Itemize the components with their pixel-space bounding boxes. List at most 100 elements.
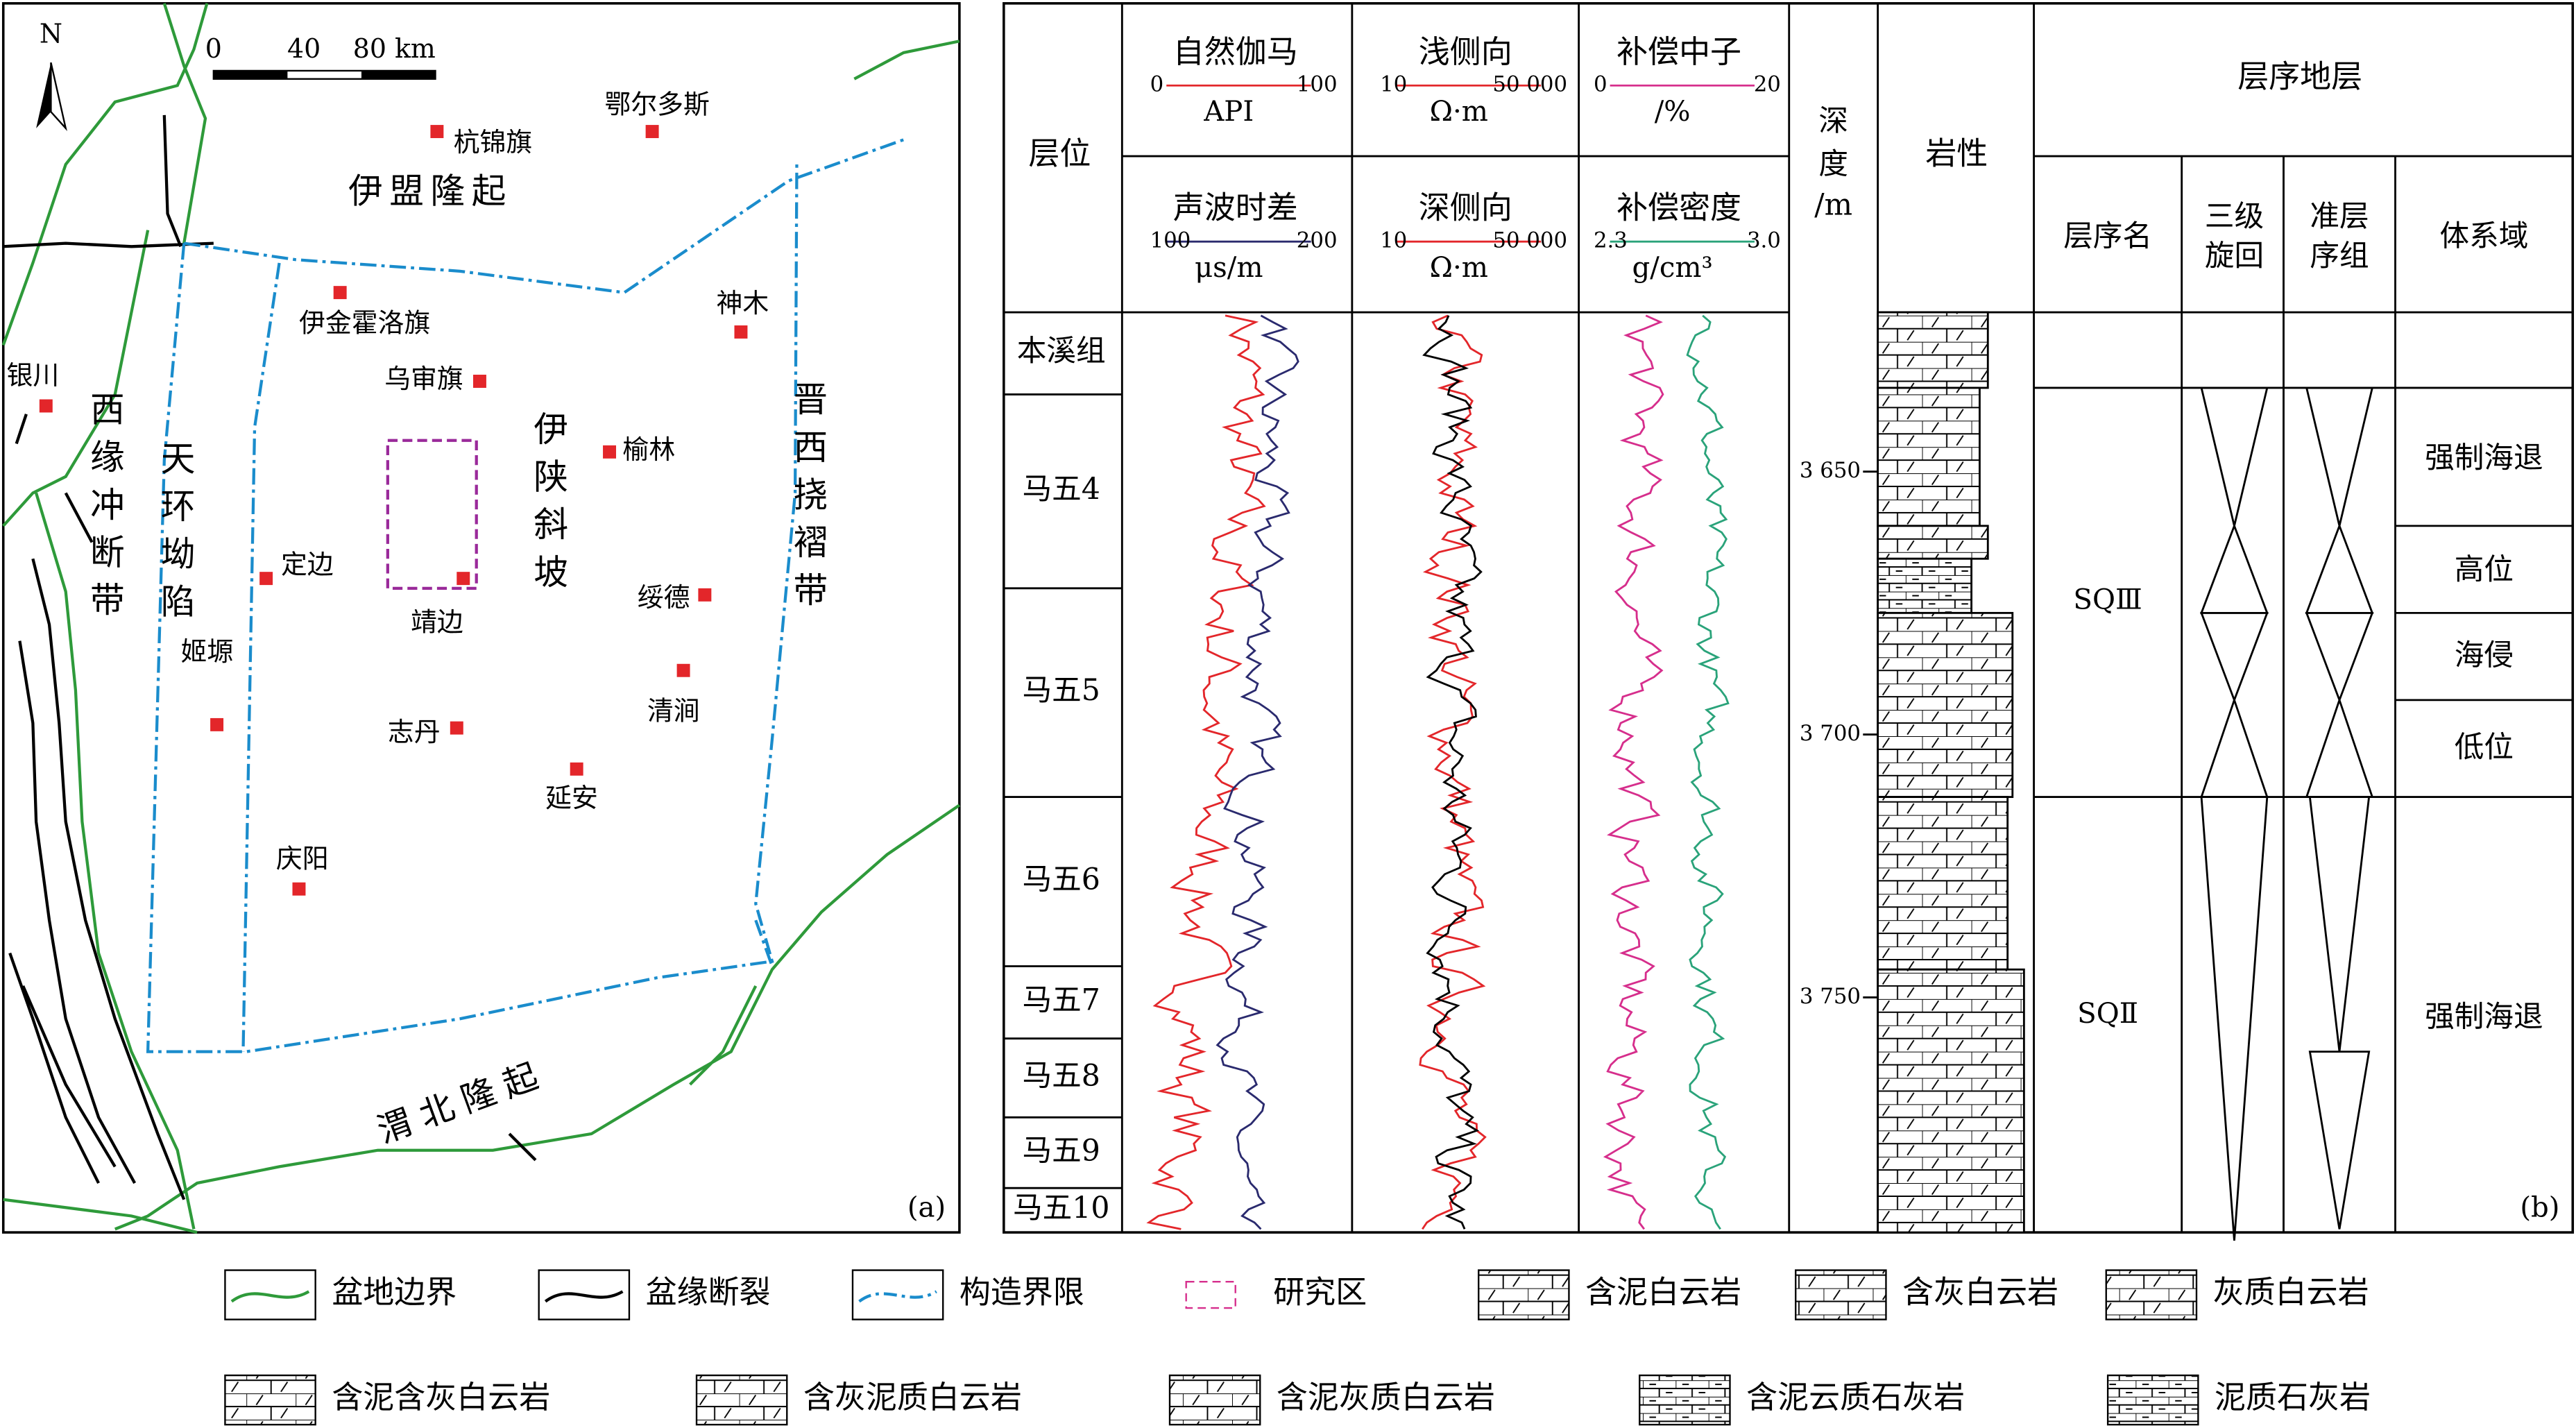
city-label: 定边 xyxy=(281,550,334,580)
cycle xyxy=(2200,522,2269,614)
log-curve xyxy=(1422,315,1483,1230)
cycle xyxy=(2200,386,2269,527)
tract: 强制海退 xyxy=(2425,441,2543,475)
legend-swatch xyxy=(1639,1374,1731,1426)
region-label: 西缘冲断带 xyxy=(85,391,125,629)
curve-max: 100 xyxy=(1297,72,1338,97)
log-curves xyxy=(1146,314,1730,1230)
curve-unit: /% xyxy=(1655,96,1691,128)
city-label: 神木 xyxy=(716,288,769,318)
header: 体系域 xyxy=(2439,219,2528,253)
city-label: 姬塬 xyxy=(180,636,233,667)
lithology xyxy=(1877,968,2025,1234)
legend-label: 含灰白云岩 xyxy=(1902,1274,2058,1311)
city-dot xyxy=(259,572,273,586)
formation: 马五6 xyxy=(1023,862,1100,897)
formation: 马五8 xyxy=(1023,1059,1100,1094)
map-lines xyxy=(1,3,961,1234)
city-label: 乌审旗 xyxy=(384,364,463,394)
header: 三级 xyxy=(2205,199,2264,234)
tract: 高位 xyxy=(2455,552,2514,587)
region-label: 伊盟隆起 xyxy=(348,171,513,212)
legend-label: 研究区 xyxy=(1273,1274,1367,1311)
cycle xyxy=(2200,796,2269,1241)
curve-max: 3.0 xyxy=(1747,228,1781,253)
legend-label: 盆缘断裂 xyxy=(646,1274,771,1311)
depth-tick: 3 650 xyxy=(1800,458,1861,483)
cycle xyxy=(2305,611,2374,703)
city-label: 榆林 xyxy=(622,434,675,465)
city-dot xyxy=(734,325,748,339)
legend-label: 含灰泥质白云岩 xyxy=(803,1379,1022,1416)
cycle xyxy=(2305,522,2374,614)
curve-name: 浅侧向 xyxy=(1419,33,1512,70)
region-label: 晋西挠褶带 xyxy=(787,381,828,619)
tract: 海侵 xyxy=(2455,638,2514,672)
curve-max: 50 000 xyxy=(1492,72,1567,97)
scale-bar xyxy=(361,70,436,79)
curve-unit: Ω·m xyxy=(1430,252,1488,284)
formation: 本溪组 xyxy=(1017,334,1106,368)
legend-swatch xyxy=(695,1374,788,1426)
region-label: 天环坳陷 xyxy=(155,441,196,631)
formation: 马五10 xyxy=(1013,1191,1109,1225)
formation: 马五9 xyxy=(1023,1133,1100,1168)
formation: 马五4 xyxy=(1023,472,1100,507)
city-dot xyxy=(457,572,470,586)
curve-max: 200 xyxy=(1297,228,1338,253)
curve-min: 0 xyxy=(1594,72,1607,97)
header: 度 xyxy=(1818,146,1848,181)
legend-swatch xyxy=(1478,1269,1570,1320)
header: 深 xyxy=(1818,104,1848,139)
city-dot xyxy=(292,882,306,896)
legend-label: 含泥云质石灰岩 xyxy=(1746,1379,1965,1416)
curve-max: 20 xyxy=(1754,72,1781,97)
region-label: 渭北隆起 xyxy=(372,1053,552,1151)
legend-label: 灰质白云岩 xyxy=(2213,1274,2369,1311)
city-dot xyxy=(698,588,712,602)
city-dot xyxy=(472,375,486,388)
curve-unit: Ω·m xyxy=(1430,96,1488,128)
lithology xyxy=(1877,386,1981,527)
city-label: 杭锦旗 xyxy=(454,127,533,158)
city-label: 伊金霍洛旗 xyxy=(299,307,430,338)
header: 准层 xyxy=(2310,199,2369,234)
lithology xyxy=(1877,611,2014,799)
legend-line xyxy=(230,1290,310,1303)
scale-label: 0 xyxy=(205,33,222,64)
lithology xyxy=(1877,557,1973,614)
region-label: 伊陕斜坡 xyxy=(528,411,568,602)
legend-line xyxy=(544,1290,624,1303)
legend-swatch xyxy=(224,1374,316,1426)
legend-line xyxy=(858,1290,937,1303)
header: 层序名 xyxy=(2063,219,2152,253)
formation: 马五7 xyxy=(1023,983,1100,1018)
curve-name: 声波时差 xyxy=(1173,189,1298,226)
line xyxy=(1003,155,2573,1233)
cycle xyxy=(2200,611,2269,703)
city-dot xyxy=(645,125,659,139)
header: /m xyxy=(1814,187,1852,222)
legend-label: 含泥灰质白云岩 xyxy=(1277,1379,1495,1416)
lithology xyxy=(1877,796,2009,971)
north-arrow xyxy=(36,62,67,131)
header: 层位 xyxy=(1028,135,1091,172)
tract: 低位 xyxy=(2455,730,2514,765)
legend-label: 盆地边界 xyxy=(332,1274,457,1311)
depth-tick: 3 750 xyxy=(1800,984,1861,1009)
city-label: 银川 xyxy=(6,360,59,391)
city-dot xyxy=(676,663,690,677)
city-dot xyxy=(39,399,53,413)
sequence: SQⅢ xyxy=(2073,584,2142,615)
city-label: 清涧 xyxy=(647,695,700,726)
log-curve xyxy=(1146,314,1266,1230)
curve-min: 2.3 xyxy=(1594,228,1628,253)
cycle xyxy=(2305,697,2374,799)
legend-swatch xyxy=(1795,1269,1887,1320)
legend-swatch xyxy=(2106,1374,2199,1426)
log-curve xyxy=(1603,314,1664,1230)
lithology xyxy=(1877,525,1989,560)
curve-min: 100 xyxy=(1150,228,1191,253)
